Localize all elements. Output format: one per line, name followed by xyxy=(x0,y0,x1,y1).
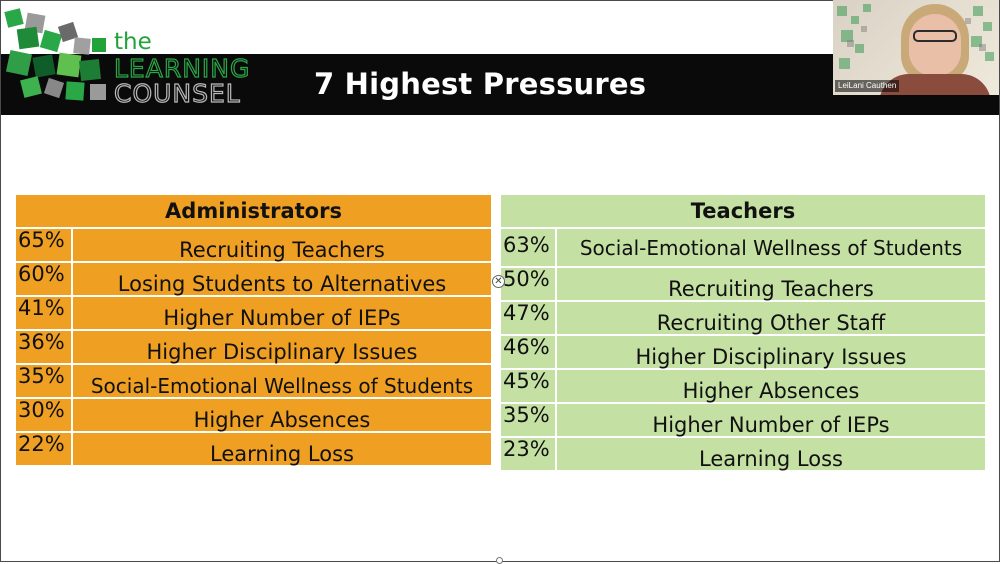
logo-text-learning: LEARNING xyxy=(113,54,251,83)
pressure-label-cell: Higher Absences xyxy=(555,368,987,404)
logo-square xyxy=(20,76,42,98)
percent-cell: 30% xyxy=(14,397,73,433)
logo-text-the: the xyxy=(114,29,152,55)
percent-cell: 60% xyxy=(14,261,73,297)
logo-square xyxy=(65,81,85,101)
logo-text-counsel: COUNSEL xyxy=(113,79,241,108)
administrators-table: Administrators 65% Recruiting Teachers 6… xyxy=(14,193,493,467)
logo-square xyxy=(56,52,82,78)
table-row: 41% Higher Number of IEPs xyxy=(14,295,493,331)
pressure-label-cell: Recruiting Other Staff xyxy=(555,300,987,336)
person-face xyxy=(909,14,961,76)
pressure-label-cell: Recruiting Teachers xyxy=(555,266,987,302)
logo-square xyxy=(4,8,24,28)
table-row: 60% Losing Students to Alternatives xyxy=(14,261,493,297)
logo-square xyxy=(79,59,101,81)
percent-cell: 41% xyxy=(14,295,73,331)
percent-cell: 50% xyxy=(499,266,557,302)
teachers-header: Teachers xyxy=(499,193,987,229)
table-row: 36% Higher Disciplinary Issues xyxy=(14,329,493,365)
logo-square xyxy=(39,29,63,53)
logo-square xyxy=(16,26,40,50)
pressure-label-cell: Higher Absences xyxy=(71,397,493,433)
pressure-label-cell: Higher Number of IEPs xyxy=(71,295,493,331)
table-row: 46% Higher Disciplinary Issues xyxy=(499,334,987,370)
percent-cell: 63% xyxy=(499,227,557,268)
slide-title: 7 Highest Pressures xyxy=(314,67,647,101)
close-icon[interactable]: ✕ xyxy=(492,275,505,288)
teachers-table: Teachers 63% Social-Emotional Wellness o… xyxy=(499,193,987,472)
table-row: 35% Higher Number of IEPs xyxy=(499,402,987,438)
person-shoulders xyxy=(879,74,991,95)
logo-square xyxy=(92,38,106,52)
table-row: 65% Recruiting Teachers xyxy=(14,227,493,263)
pressure-label-cell: Higher Disciplinary Issues xyxy=(71,329,493,365)
table-row: 30% Higher Absences xyxy=(14,397,493,433)
pressure-label-cell: Losing Students to Alternatives xyxy=(71,261,493,297)
percent-cell: 47% xyxy=(499,300,557,336)
pressure-label-cell: Higher Number of IEPs xyxy=(555,402,987,438)
glasses-icon xyxy=(913,30,957,42)
table-row: 47% Recruiting Other Staff xyxy=(499,300,987,336)
pressure-label-cell: Social-Emotional Wellness of Students xyxy=(555,227,987,268)
table-row: 50% Recruiting Teachers xyxy=(499,266,987,302)
pressure-label-cell: Higher Disciplinary Issues xyxy=(555,334,987,370)
percent-cell: 36% xyxy=(14,329,73,365)
administrators-header: Administrators xyxy=(14,193,493,229)
learning-counsel-logo: the LEARNING COUNSEL xyxy=(0,0,280,114)
percent-cell: 45% xyxy=(499,368,557,404)
webcam-video-tile[interactable]: LeiLani Cauthen xyxy=(833,0,999,95)
backdrop-pattern xyxy=(837,4,994,69)
percent-cell: 35% xyxy=(14,363,73,399)
logo-square xyxy=(90,84,106,100)
resize-handle-icon[interactable] xyxy=(496,557,503,564)
slide-header-band xyxy=(1,54,999,115)
pressure-label-cell: Learning Loss xyxy=(71,431,493,467)
pressure-label-cell: Social-Emotional Wellness of Students xyxy=(71,363,493,399)
percent-cell: 65% xyxy=(14,227,73,263)
logo-square xyxy=(43,77,65,99)
table-row: 22% Learning Loss xyxy=(14,431,493,467)
logo-square xyxy=(5,49,33,77)
table-row: 63% Social-Emotional Wellness of Student… xyxy=(499,227,987,268)
percent-cell: 23% xyxy=(499,436,557,472)
table-row: 35% Social-Emotional Wellness of Student… xyxy=(14,363,493,399)
percent-cell: 35% xyxy=(499,402,557,438)
logo-square xyxy=(73,37,91,55)
pressure-label-cell: Recruiting Teachers xyxy=(71,227,493,263)
participant-name-label: LeiLani Cauthen xyxy=(835,80,900,92)
table-row: 45% Higher Absences xyxy=(499,368,987,404)
percent-cell: 46% xyxy=(499,334,557,370)
pressure-label-cell: Learning Loss xyxy=(555,436,987,472)
percent-cell: 22% xyxy=(14,431,73,467)
logo-square xyxy=(32,54,56,78)
table-row: 23% Learning Loss xyxy=(499,436,987,472)
